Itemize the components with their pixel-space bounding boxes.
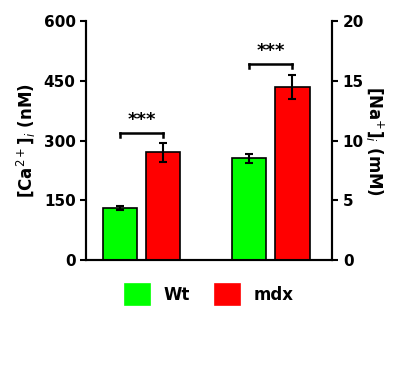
Bar — [103, 208, 137, 260]
Text: ***: *** — [256, 43, 285, 60]
Bar — [232, 158, 266, 260]
Y-axis label: [Na$^{+}$]$_i$ (mM): [Na$^{+}$]$_i$ (mM) — [363, 86, 385, 196]
Y-axis label: [Ca$^{2+}$]$_i$ (nM): [Ca$^{2+}$]$_i$ (nM) — [15, 83, 38, 198]
Bar — [146, 152, 180, 260]
Legend: Wt, mdx: Wt, mdx — [118, 278, 300, 311]
Bar — [275, 87, 310, 260]
Text: ***: *** — [127, 111, 156, 129]
